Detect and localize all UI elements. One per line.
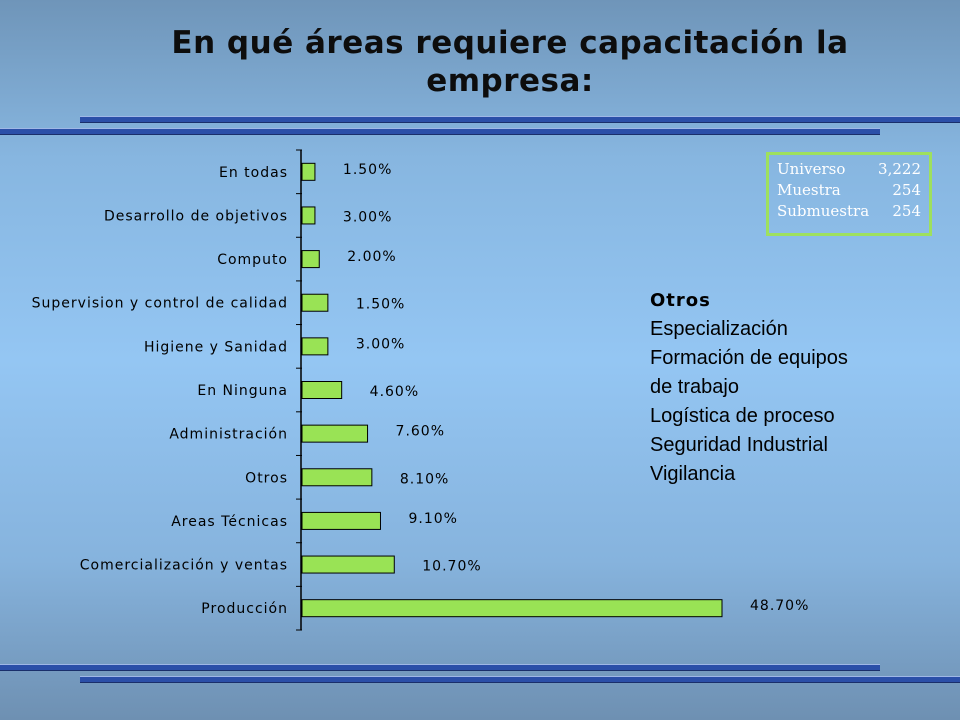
- stats-label: Universo: [777, 160, 846, 178]
- category-label: Producción: [201, 601, 288, 617]
- otros-item: Especialización: [650, 318, 788, 340]
- value-label: 4.60%: [370, 384, 419, 400]
- bar: [301, 424, 369, 443]
- value-label: 10.70%: [422, 559, 481, 575]
- bar: [301, 293, 329, 312]
- category-label: Administración: [169, 427, 288, 443]
- category-label: Supervision y control de calidad: [32, 296, 288, 312]
- stats-row-submuestra: Submuestra 254: [777, 201, 921, 222]
- sample-stats-box: Universo 3,222 Muestra 254 Submuestra 25…: [766, 152, 932, 236]
- value-label: 48.70%: [750, 598, 809, 614]
- bar: [301, 555, 395, 574]
- bar-chart: En todas Desarrollo de objetivos Computo Su…: [32, 149, 809, 631]
- bar: [301, 599, 723, 618]
- bottom-rule-offset: [80, 676, 960, 683]
- stats-row-muestra: Muestra 254: [777, 180, 921, 201]
- bar: [301, 162, 316, 181]
- otros-item: Formación de equipos: [650, 347, 848, 369]
- category-label: Otros: [245, 470, 288, 486]
- page-title: En qué áreas requiere capacitación la em…: [171, 25, 849, 99]
- category-label: Areas Técnicas: [171, 514, 288, 530]
- otros-heading: Otros: [650, 290, 711, 311]
- category-label: En Ninguna: [197, 383, 288, 399]
- category-label: Desarrollo de objetivos: [104, 208, 288, 224]
- value-label: 3.00%: [356, 336, 405, 352]
- category-label: Higiene y Sanidad: [144, 339, 288, 355]
- value-label: 3.00%: [343, 209, 392, 225]
- otros-item: Vigilancia: [650, 463, 736, 485]
- value-label: 9.10%: [408, 511, 457, 527]
- stats-row-universo: Universo 3,222: [777, 159, 921, 180]
- value-label: 2.00%: [347, 249, 396, 265]
- top-rule: [0, 128, 880, 135]
- otros-item: Seguridad Industrial: [650, 434, 828, 456]
- category-label: Comercialización y ventas: [80, 558, 288, 574]
- stats-label: Muestra: [777, 181, 841, 199]
- bars-group: [301, 162, 723, 618]
- value-label: 1.50%: [356, 297, 405, 313]
- value-labels: 1.50% 3.00% 2.00% 1.50% 3.00% 4.60% 7.60% 8.10%…: [343, 162, 809, 614]
- value-label: 7.60%: [396, 424, 445, 440]
- value-label: 8.10%: [400, 471, 449, 487]
- y-axis-ticks: [296, 149, 302, 631]
- otros-item: de trabajo: [650, 376, 739, 398]
- category-label: Computo: [217, 252, 288, 268]
- category-labels: En todas Desarrollo de objetivos Computo Su…: [32, 165, 288, 617]
- stats-value: 3,222: [878, 160, 921, 178]
- stats-value: 254: [892, 202, 921, 220]
- otros-note: Otros Especialización Formación de equip…: [650, 286, 950, 489]
- stats-value: 254: [892, 181, 921, 199]
- bar: [301, 468, 373, 487]
- bar: [301, 250, 320, 269]
- bottom-rule: [0, 664, 880, 671]
- bar: [301, 381, 343, 399]
- bar: [301, 337, 329, 356]
- top-rule-offset: [80, 116, 960, 123]
- otros-item: Logística de proceso: [650, 405, 835, 427]
- stats-label: Submuestra: [777, 202, 870, 220]
- bar: [301, 511, 381, 530]
- bar: [301, 206, 316, 225]
- value-label: 1.50%: [343, 162, 392, 178]
- category-label: En todas: [219, 165, 288, 181]
